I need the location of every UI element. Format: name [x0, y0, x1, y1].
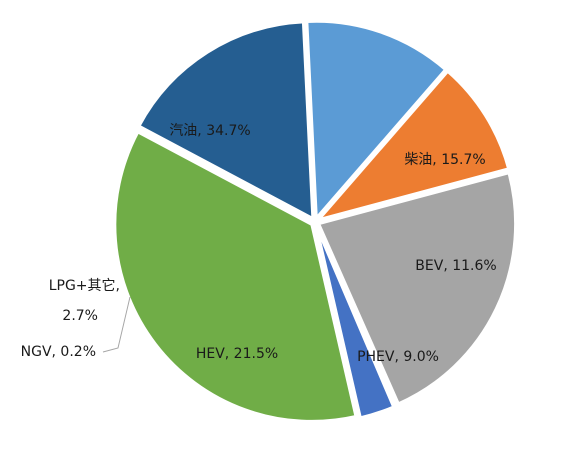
label-bev: BEV, 11.6%	[415, 258, 496, 274]
label-hev: HEV, 21.5%	[196, 346, 278, 362]
label-ngv: NGV, 0.2%	[21, 344, 96, 360]
pie-slices	[115, 21, 516, 421]
leader-lines	[103, 297, 130, 352]
label-lpg-other-value: 2.7%	[62, 308, 98, 324]
label-diesel: 柴油, 15.7%	[404, 152, 485, 168]
leader-line-ngv	[103, 297, 130, 352]
label-gasoline: 汽油, 34.7%	[169, 123, 250, 139]
label-lpg-other: LPG+其它,	[49, 277, 120, 294]
label-phev: PHEV, 9.0%	[357, 349, 439, 365]
